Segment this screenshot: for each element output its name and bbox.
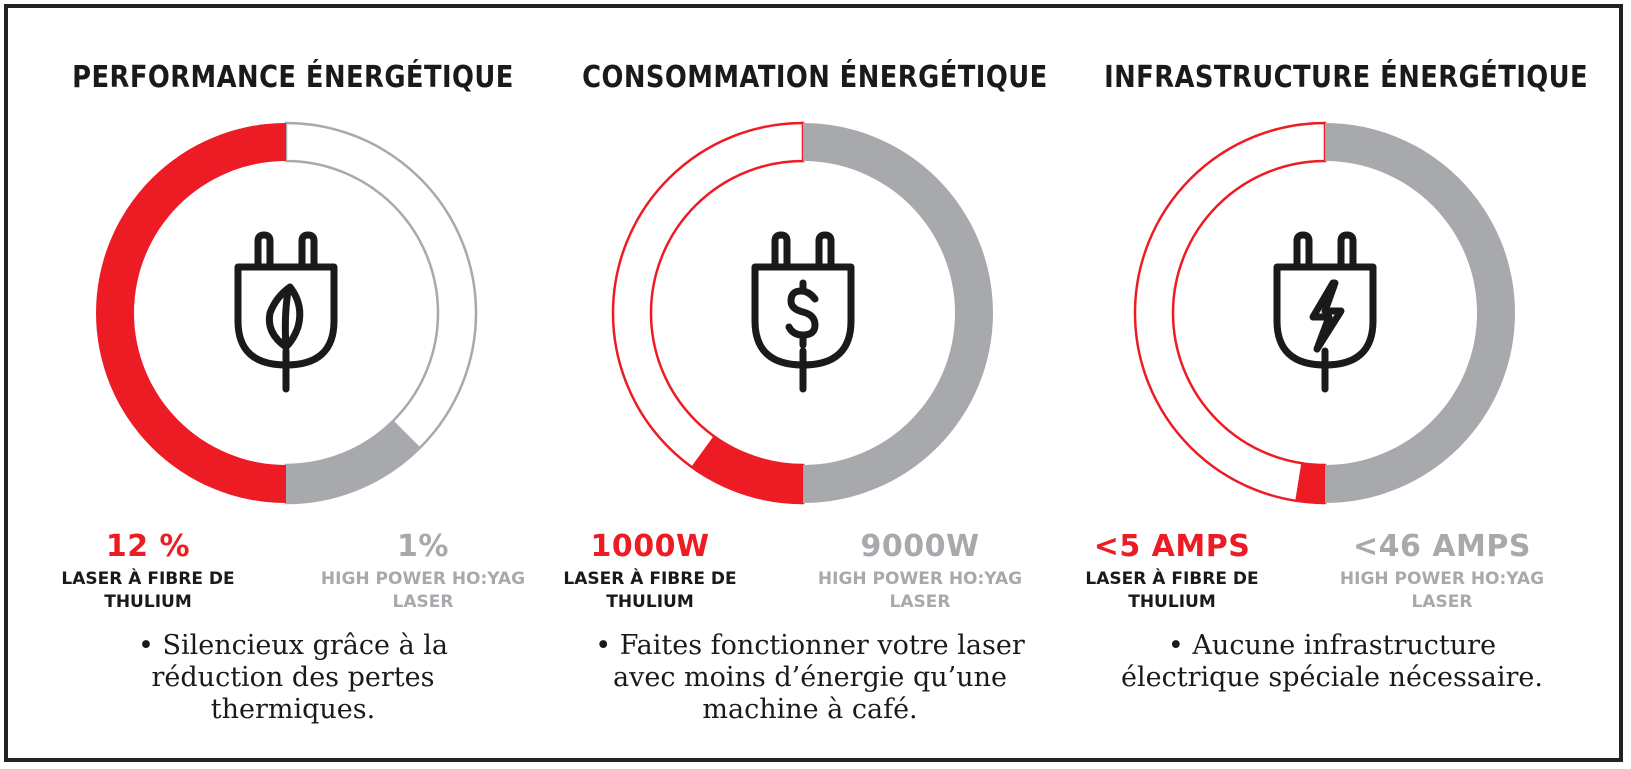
description: • Faites fonctionner votre laser avec mo… [595,630,1025,725]
donut-chart [611,121,993,505]
panel-infrastructure: INFRASTRUCTURE ÉNERGÉTIQUE <5 AMPS LASER… [1067,8,1597,758]
description: • Aucune infrastructure électrique spéci… [1121,630,1543,693]
thulium-ring-segment [96,123,286,503]
stat-thulium: 1000W LASER À FIBRE DE THULIUM [530,529,770,614]
stat-value-hoyag: 9000W [860,529,980,564]
stat-hoyag: 1% HIGH POWER HO:YAG LASER [303,529,543,614]
donut-chart [96,121,478,505]
stat-label-hoyag: HIGH POWER HO:YAG LASER [1339,569,1545,612]
infographic-frame: PERFORMANCE ÉNERGÉTIQUE 12 % LASER À FIB… [4,4,1623,762]
stat-label-thulium: LASER À FIBRE DE THULIUM [61,569,235,612]
thulium-ring-segment [1295,463,1325,503]
donut-rings [611,121,993,505]
stat-label-hoyag: HIGH POWER HO:YAG LASER [817,569,1023,612]
stat-label-hoyag: HIGH POWER HO:YAG LASER [320,569,526,612]
plug-leaf-icon [234,231,338,393]
stat-value-thulium: 1000W [590,529,710,564]
thulium-ring-outline [611,121,805,505]
stat-label-thulium: LASER À FIBRE DE THULIUM [563,569,737,612]
stat-hoyag: <46 AMPS HIGH POWER HO:YAG LASER [1322,529,1562,614]
stat-label-thulium: LASER À FIBRE DE THULIUM [1085,569,1259,612]
stat-value-hoyag: <46 AMPS [1353,529,1531,564]
stat-value-thulium: <5 AMPS [1093,529,1251,564]
chart-title: CONSOMMATION ÉNERGÉTIQUE [582,60,1048,95]
stat-thulium: <5 AMPS LASER À FIBRE DE THULIUM [1052,529,1292,614]
thulium-ring-segment [691,435,803,503]
chart-title: INFRASTRUCTURE ÉNERGÉTIQUE [1104,60,1589,95]
hoyag-ring-segment [1325,123,1515,503]
panel-consommation: CONSOMMATION ÉNERGÉTIQUE 1000W LASER À F… [545,8,1075,758]
stat-value-hoyag: 1% [397,529,449,564]
donut-chart [1133,121,1515,505]
stat-value-thulium: 12 % [105,529,191,564]
plug-lightning-icon [1273,231,1377,393]
donut-rings [1133,121,1515,505]
hoyag-ring-segment [803,123,993,503]
thulium-ring-outline [1133,121,1327,505]
stat-thulium: 12 % LASER À FIBRE DE THULIUM [28,529,268,614]
plug-dollar-icon [751,231,855,393]
description: • Silencieux grâce à la réduction des pe… [138,630,448,725]
panel-performance: PERFORMANCE ÉNERGÉTIQUE 12 % LASER À FIB… [28,8,558,758]
hoyag-ring-outline [284,121,478,505]
chart-title: PERFORMANCE ÉNERGÉTIQUE [72,60,514,95]
donut-rings [96,121,478,505]
hoyag-ring-segment [286,420,421,503]
stat-hoyag: 9000W HIGH POWER HO:YAG LASER [800,529,1040,614]
